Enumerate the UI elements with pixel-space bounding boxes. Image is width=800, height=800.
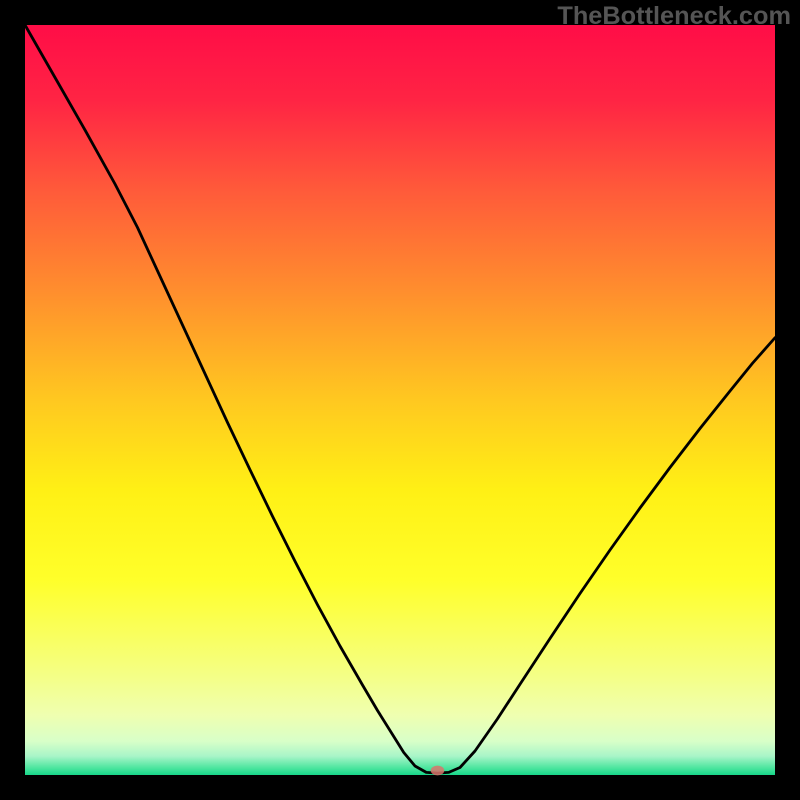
optimal-point-marker <box>431 766 445 776</box>
chart-container: TheBottleneck.com <box>0 0 800 800</box>
bottleneck-chart-svg <box>0 0 800 800</box>
watermark-text: TheBottleneck.com <box>557 2 791 31</box>
gradient-plot-area <box>25 25 775 775</box>
